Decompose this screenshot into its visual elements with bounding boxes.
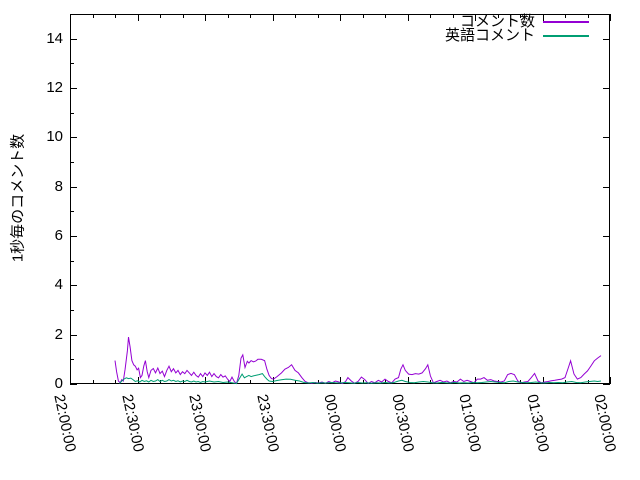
y-tick-label: 4 xyxy=(54,276,63,294)
y-tick-label: 2 xyxy=(54,325,63,343)
legend-line-sample-english-comments xyxy=(543,35,589,37)
legend-label-comment-count: コメント数 xyxy=(459,13,535,30)
legend: コメント数 英語コメント xyxy=(444,13,589,44)
y-tick-label: 14 xyxy=(46,29,63,47)
legend-label-english-comments: 英語コメント xyxy=(444,27,535,44)
legend-item-english-comments: 英語コメント xyxy=(444,27,589,44)
y-tick-label: 10 xyxy=(46,128,63,146)
plot-border xyxy=(70,14,610,384)
legend-line-sample-comment-count xyxy=(543,21,589,23)
y-tick-label: 8 xyxy=(54,177,63,195)
y-tick-label: 0 xyxy=(54,375,63,392)
series-line-english-comments xyxy=(119,373,602,385)
y-tick-label: 12 xyxy=(46,79,63,96)
series-line-comment-count xyxy=(114,337,602,385)
legend-item-comment-count: コメント数 xyxy=(445,13,589,30)
y-tick-label: 6 xyxy=(54,227,63,244)
